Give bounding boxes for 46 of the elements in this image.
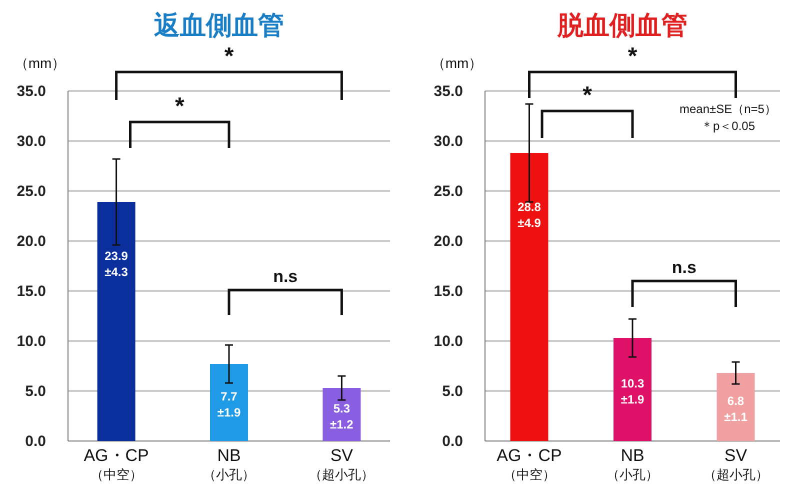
data-label: 6.8 ±1.1 — [724, 394, 748, 424]
y-tick-label: 10.0 — [16, 333, 46, 350]
annotation: n.s — [273, 267, 298, 286]
y-tick-label: 15.0 — [434, 283, 463, 300]
y-tick-label: 15.0 — [16, 283, 46, 300]
chart-title: 脱血側血管 — [556, 10, 688, 40]
y-tick-label: 30.0 — [434, 133, 463, 150]
y-axis-title: （mm） — [431, 55, 483, 71]
x-tick-label: SV （超小孔） — [309, 446, 374, 482]
y-axis-title: （mm） — [14, 55, 66, 71]
x-tick-label: SV （超小孔） — [703, 446, 768, 482]
bar — [510, 153, 548, 441]
y-tick-label: 5.0 — [442, 383, 463, 400]
x-tick-label: AG・CP （中空） — [84, 446, 149, 482]
text: * — [628, 43, 638, 70]
y-tick-label: 5.0 — [25, 383, 46, 400]
annotation: n.s — [672, 258, 696, 277]
y-tick-label: 20.0 — [16, 233, 46, 250]
data-label: 28.8 ±4.9 — [518, 200, 542, 230]
y-tick-label: 0.0 — [25, 433, 46, 450]
bar — [322, 388, 361, 441]
x-tick-label: NB （小孔） — [203, 446, 255, 482]
data-label: 7.7 ±1.9 — [217, 390, 241, 420]
data-label: 10.3 ±1.9 — [620, 376, 644, 406]
bar — [97, 202, 136, 441]
annotation: ＊p＜0.05 — [700, 119, 756, 133]
y-tick-label: 25.0 — [16, 183, 46, 200]
bar — [614, 338, 652, 441]
x-tick-label: NB （小孔） — [606, 446, 658, 482]
bar — [210, 364, 248, 441]
annotation: * — [582, 82, 593, 109]
data-label: 5.3 ±1.2 — [330, 402, 354, 432]
text: * — [224, 43, 234, 70]
bar — [716, 373, 755, 441]
chart-title: 返血側血管 — [153, 10, 284, 40]
annotation: * — [174, 93, 185, 120]
x-tick-label: AG・CP （中空） — [496, 446, 562, 482]
y-tick-label: 0.0 — [442, 433, 463, 450]
annotation: mean±SE（n=5） — [680, 102, 776, 116]
y-tick-label: 35.0 — [16, 83, 46, 100]
y-tick-label: 20.0 — [434, 233, 463, 250]
y-tick-label: 30.0 — [16, 133, 46, 150]
y-tick-label: 25.0 — [434, 183, 463, 200]
y-tick-label: 10.0 — [434, 333, 463, 350]
y-tick-label: 35.0 — [434, 83, 463, 100]
data-label: 23.9 ±4.3 — [104, 249, 128, 279]
